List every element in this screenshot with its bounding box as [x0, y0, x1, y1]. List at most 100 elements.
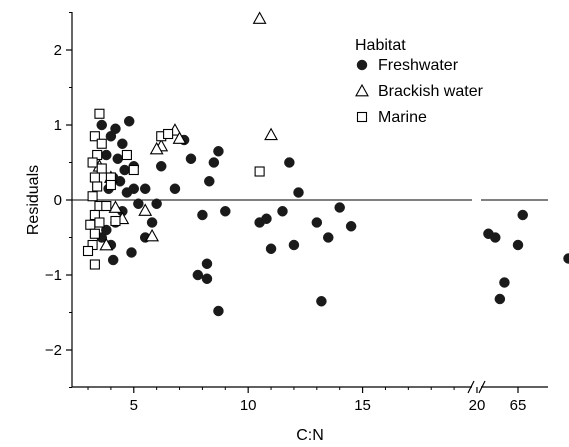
freshwater-point	[213, 305, 224, 317]
freshwater-point	[139, 183, 151, 194]
freshwater-point	[284, 157, 295, 168]
marine-point	[89, 259, 100, 270]
freshwater-point	[293, 187, 304, 198]
freshwater-point	[128, 183, 140, 194]
freshwater-point	[213, 146, 224, 157]
freshwater-point	[107, 254, 119, 266]
marine-point	[87, 191, 98, 202]
freshwater-point	[316, 296, 327, 307]
freshwater-point	[204, 176, 215, 187]
freshwater-point	[146, 217, 158, 228]
marine-point	[92, 181, 103, 192]
legend-label: Brackish water	[378, 83, 484, 100]
marine-point	[105, 179, 116, 191]
freshwater-point	[197, 209, 208, 221]
legend-label: Marine	[378, 109, 427, 126]
freshwater-point	[345, 221, 357, 232]
marine-point	[254, 166, 265, 177]
series-brackish-water	[92, 11, 278, 251]
brackish-water-point	[252, 11, 267, 24]
legend-item-freshwater: Freshwater	[356, 57, 459, 74]
freshwater-point	[220, 206, 231, 217]
marine-point	[94, 217, 105, 228]
series-marine	[82, 108, 265, 270]
y-axis-title: Residuals	[25, 165, 42, 235]
freshwater-point	[288, 239, 300, 251]
data-points	[82, 11, 569, 317]
freshwater-point	[494, 293, 506, 305]
legend-marker-freshwater-icon	[356, 59, 368, 71]
brackish-water-point	[145, 228, 160, 242]
marine-point	[89, 172, 100, 183]
freshwater-point	[499, 277, 510, 288]
brackish-water-point	[99, 237, 114, 251]
y-tick-label: 1	[54, 117, 62, 134]
legend-label: Freshwater	[378, 57, 459, 74]
legend-marker-brackish-water-icon	[355, 83, 369, 97]
legend-item-marine: Marine	[356, 109, 427, 126]
brackish-water-point	[108, 200, 123, 213]
marine-point	[121, 149, 132, 161]
x-tick-label: 15	[354, 397, 371, 414]
brackish-water-point	[149, 141, 164, 155]
brackish-water-point	[172, 131, 187, 144]
y-tick-label: 2	[54, 42, 62, 59]
freshwater-point	[101, 149, 112, 161]
marine-point	[89, 131, 100, 142]
freshwater-point	[192, 269, 204, 281]
freshwater-point	[123, 116, 135, 127]
freshwater-point	[201, 258, 213, 269]
marine-point	[96, 138, 107, 149]
marine-point	[110, 215, 121, 227]
freshwater-point	[265, 243, 277, 254]
marine-point	[89, 228, 100, 239]
x-tick-label: 5	[130, 397, 138, 414]
legend: Habitat Freshwater Brackish water Marine	[355, 37, 484, 126]
legend-item-brackish-water: Brackish water	[355, 83, 484, 100]
freshwater-point	[96, 119, 107, 131]
freshwater-point	[110, 123, 121, 134]
freshwater-point	[112, 153, 124, 164]
marine-point	[85, 219, 96, 230]
x-axis-title: C:N	[296, 427, 324, 444]
y-tick-label: −1	[45, 267, 62, 284]
marine-point	[82, 245, 94, 257]
freshwater-point	[490, 232, 501, 243]
x-tick-label: 65	[510, 397, 527, 414]
freshwater-point	[334, 202, 345, 213]
freshwater-point	[208, 157, 220, 168]
legend-marker-marine-icon	[356, 111, 368, 123]
freshwater-point	[517, 209, 528, 221]
freshwater-point	[117, 138, 128, 149]
y-tick-label: 0	[54, 192, 62, 209]
freshwater-point	[277, 206, 288, 217]
freshwater-point	[119, 164, 130, 176]
freshwater-point	[126, 247, 137, 258]
marine-point	[128, 164, 139, 176]
x-tick-label: 20	[469, 397, 486, 414]
freshwater-point	[201, 273, 213, 284]
axis-break-mark	[467, 380, 475, 394]
series-freshwater	[96, 116, 569, 317]
brackish-water-point	[264, 127, 278, 141]
marine-point	[163, 128, 174, 140]
freshwater-point	[155, 161, 167, 172]
freshwater-point	[261, 213, 272, 224]
brackish-water-point	[138, 203, 153, 216]
freshwater-point	[185, 153, 197, 164]
freshwater-point	[323, 232, 334, 243]
axis-break-mark	[478, 380, 486, 394]
freshwater-point	[512, 239, 524, 251]
freshwater-point	[151, 198, 162, 209]
freshwater-point	[133, 198, 144, 209]
y-tick-label: −2	[45, 342, 62, 359]
marine-point	[94, 108, 105, 119]
marine-point	[96, 163, 107, 174]
freshwater-point	[311, 217, 323, 228]
freshwater-point	[169, 183, 181, 194]
marine-point	[101, 200, 112, 212]
freshwater-point	[563, 253, 569, 264]
marine-point	[87, 157, 98, 168]
x-tick-label: 10	[240, 397, 257, 414]
